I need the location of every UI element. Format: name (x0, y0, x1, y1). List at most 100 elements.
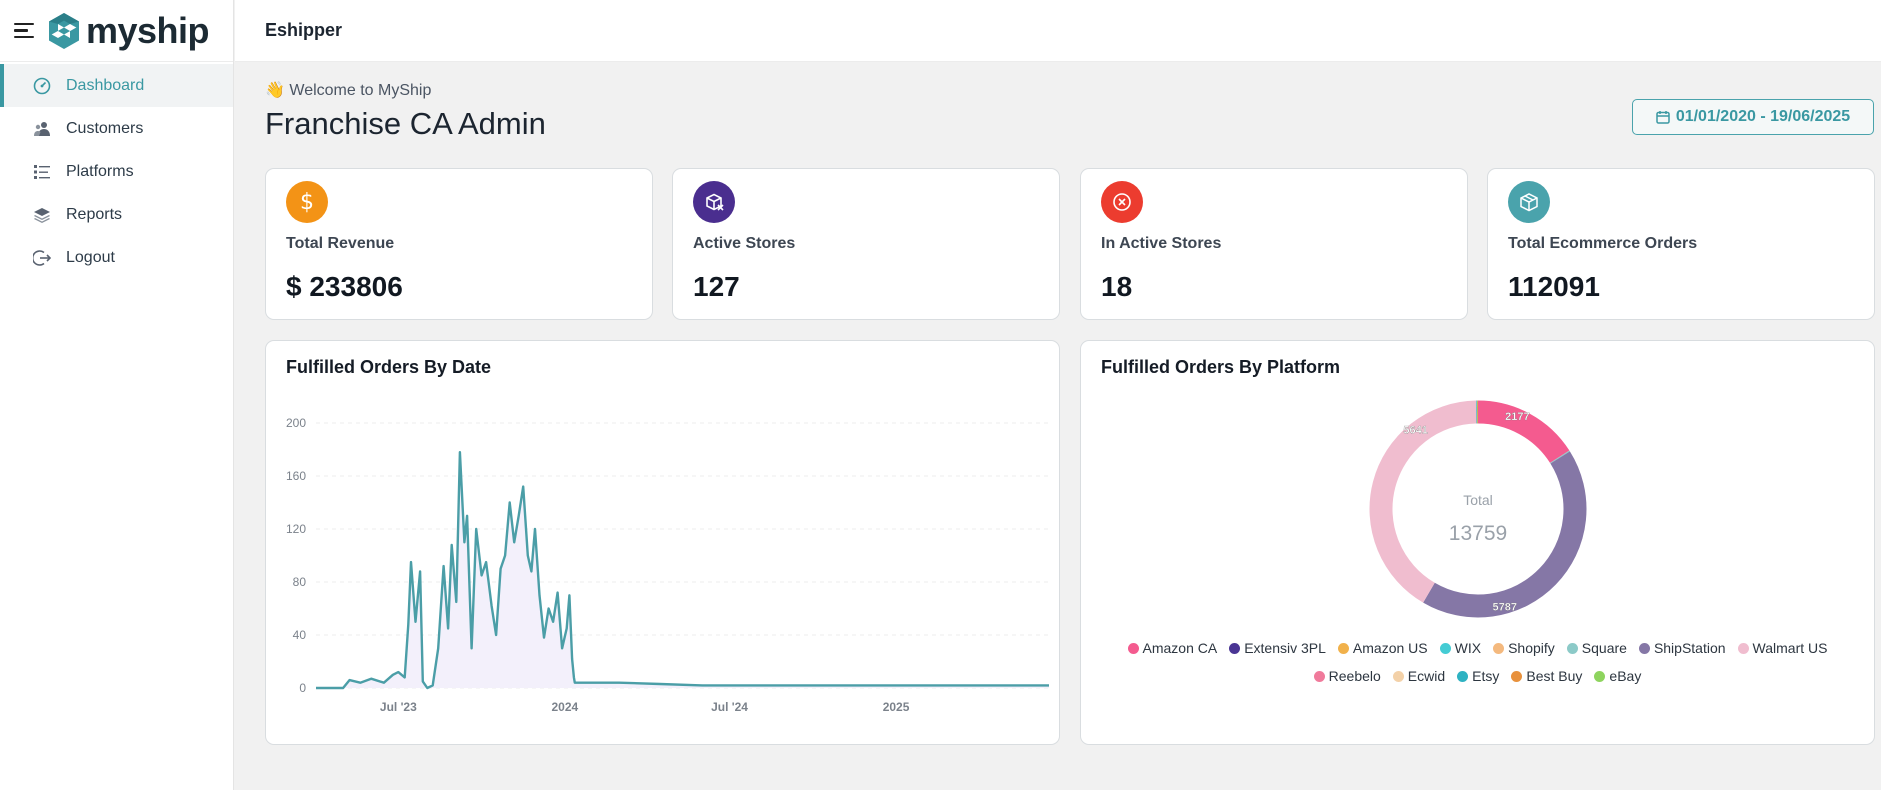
data-label: 5787 (1493, 601, 1517, 613)
myship-logo-icon (49, 12, 79, 49)
sidebar-item-label: Dashboard (66, 76, 145, 94)
legend-item[interactable]: Etsy (1457, 668, 1499, 684)
dollar-icon: $ (286, 181, 328, 223)
sidebar-item-logout[interactable]: Logout (0, 236, 233, 279)
x-circle-icon (1101, 181, 1143, 223)
sidebar: myship Dashboard Customers Platforms Rep… (0, 0, 234, 790)
x-tick-label: Jul '23 (380, 700, 417, 714)
chart-card-orders-by-platform: Fulfilled Orders By Platform 2177 5787 564… (1080, 340, 1875, 745)
donut-center-label: Total (1463, 492, 1493, 508)
stat-card-active-stores: Active Stores 127 (672, 168, 1060, 320)
logo-text: myship (86, 9, 210, 51)
series-area (316, 452, 1049, 688)
legend-item[interactable]: eBay (1594, 668, 1641, 684)
legend-label: eBay (1609, 668, 1642, 684)
y-tick-label: 0 (299, 681, 306, 695)
legend-label: Etsy (1472, 668, 1500, 684)
legend-item[interactable]: Walmart US (1737, 640, 1828, 656)
date-range-button[interactable]: 01/01/2020 - 19/06/2025 (1632, 99, 1874, 135)
y-tick-label: 80 (293, 575, 307, 589)
stat-card-total-ecommerce-orders: Total Ecommerce Orders 112091 (1487, 168, 1875, 320)
legend-dot (1737, 642, 1749, 654)
sidebar-item-reports[interactable]: Reports (0, 193, 233, 236)
page-title: Franchise CA Admin (265, 106, 546, 141)
legend-label: Ecwid (1407, 668, 1446, 684)
customers-icon (32, 119, 52, 139)
stat-value: $ 233806 (286, 271, 403, 302)
stat-value: 127 (693, 271, 740, 302)
legend-item[interactable]: Amazon US (1337, 640, 1428, 656)
y-tick-label: 160 (286, 469, 306, 483)
donut-chart: 2177 5787 5641 Total 13759 (1369, 400, 1587, 618)
sidebar-item-platforms[interactable]: Platforms (0, 150, 233, 193)
y-tick-label: 40 (293, 628, 307, 642)
dashboard-icon (32, 76, 52, 96)
legend-item[interactable]: Square (1566, 640, 1627, 656)
x-tick-label: Jul '24 (711, 700, 748, 714)
chart-legend: Amazon CA Extensiv 3PL Amazon US WIX Shopify… (1081, 640, 1874, 656)
sidebar-nav: Dashboard Customers Platforms Reports Lo… (0, 64, 233, 279)
calendar-icon (1656, 111, 1670, 124)
legend-item[interactable]: Ecwid (1392, 668, 1446, 684)
sidebar-item-label: Reports (66, 205, 123, 223)
legend-item[interactable]: ShipStation (1638, 640, 1726, 656)
wave-icon: 👋 (265, 82, 285, 99)
legend-label: WIX (1454, 640, 1482, 656)
stat-card-inactive-stores: In Active Stores 18 (1080, 168, 1468, 320)
legend-label: Amazon US (1352, 640, 1428, 656)
legend-label: Best Buy (1526, 668, 1583, 684)
sidebar-item-label: Logout (66, 248, 115, 266)
stat-label: Total Revenue (286, 235, 395, 252)
data-label: 2177 (1505, 411, 1529, 423)
chart-card-orders-by-date: Fulfilled Orders By Date 0 40 80 120 160 200 J… (265, 340, 1060, 745)
line-chart: 0 40 80 120 160 200 Jul '23 2024 Jul '24 2025 (286, 416, 1049, 714)
legend-label: Walmart US (1752, 640, 1828, 656)
stat-label: In Active Stores (1101, 235, 1222, 252)
legend-item[interactable]: Reebelo (1313, 668, 1381, 684)
pie-slice (1423, 451, 1587, 618)
legend-label: Shopify (1508, 640, 1555, 656)
series-line (316, 451, 1049, 690)
stat-card-total-revenue: $ Total Revenue $ 233806 (265, 168, 653, 320)
logout-icon (32, 248, 52, 268)
x-tick-label: 2024 (552, 700, 579, 714)
legend-dot (1127, 642, 1139, 654)
top-header: Eshipper (235, 0, 1881, 62)
sidebar-item-label: Customers (66, 119, 144, 137)
stat-value: 112091 (1508, 271, 1600, 302)
chart-legend: Reebelo Ecwid Etsy Best Buy eBay (1081, 668, 1874, 684)
stat-value: 18 (1101, 271, 1133, 302)
chart-title: Fulfilled Orders By Platform (1101, 357, 1341, 377)
welcome-text: Welcome to MyShip (289, 82, 432, 99)
legend-dot (1229, 642, 1241, 654)
legend-dot (1439, 642, 1451, 654)
sidebar-item-label: Platforms (66, 162, 134, 180)
legend-item[interactable]: Shopify (1493, 640, 1555, 656)
legend-dot (1594, 670, 1606, 682)
legend-dot (1313, 670, 1325, 682)
platforms-icon (32, 162, 52, 182)
legend-label: Reebelo (1328, 668, 1381, 684)
legend-label: ShipStation (1653, 640, 1726, 656)
sidebar-item-dashboard[interactable]: Dashboard (0, 64, 233, 107)
legend-item[interactable]: Amazon CA (1127, 640, 1218, 656)
legend-label: Square (1581, 640, 1627, 656)
legend-item[interactable]: Extensiv 3PL (1229, 640, 1326, 656)
data-label: 5641 (1403, 425, 1427, 437)
hamburger-menu-icon[interactable] (14, 22, 34, 39)
sidebar-item-customers[interactable]: Customers (0, 107, 233, 150)
legend-label: Amazon CA (1142, 640, 1218, 656)
y-tick-label: 200 (286, 416, 306, 430)
legend-item[interactable]: WIX (1439, 640, 1482, 656)
chart-title: Fulfilled Orders By Date (286, 357, 492, 377)
package-icon (1508, 181, 1550, 223)
legend-dot (1392, 670, 1404, 682)
stat-label: Active Stores (693, 235, 796, 252)
y-tick-label: 120 (286, 522, 306, 536)
legend-dot (1638, 642, 1650, 654)
date-range-label: 01/01/2020 - 19/06/2025 (1675, 108, 1851, 125)
legend-item[interactable]: Best Buy (1511, 668, 1582, 684)
stat-label: Total Ecommerce Orders (1508, 235, 1698, 252)
brand-bar: myship (0, 0, 233, 62)
header-title: Eshipper (265, 20, 343, 40)
